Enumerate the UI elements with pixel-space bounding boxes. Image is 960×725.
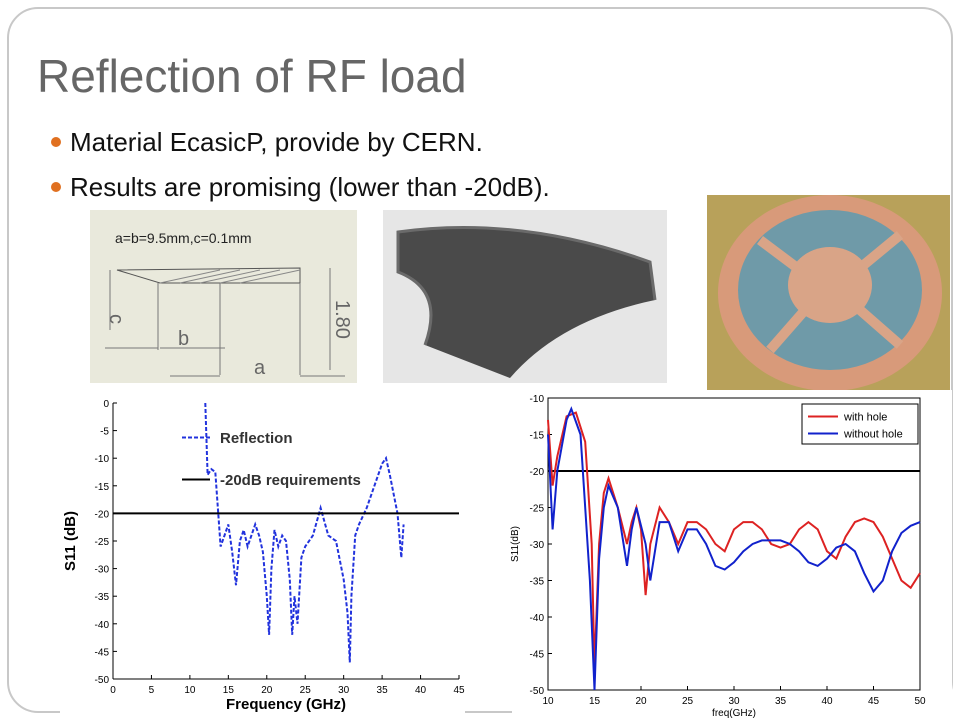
slide-title: Reflection of RF load	[37, 50, 467, 102]
x-tick-label: 45	[868, 696, 880, 707]
x-tick-label: 0	[110, 685, 116, 696]
y-tick-label: -25	[530, 504, 545, 515]
drawing-label: a	[254, 357, 266, 379]
plate-spokes	[757, 231, 904, 354]
plate-center	[788, 247, 872, 323]
block	[398, 227, 655, 378]
legend-box	[801, 403, 919, 445]
y-tick-label: -35	[95, 592, 110, 603]
x-tick-label: 25	[682, 696, 694, 707]
y-tick-label: -35	[530, 577, 545, 588]
bullet: Results are promising (lower than -20dB)…	[70, 172, 550, 202]
y-tick-label: -50	[95, 675, 110, 686]
x-tick-label: 10	[184, 685, 196, 696]
x-axis-label: Frequency (GHz)	[226, 696, 346, 713]
bullet-dot	[51, 182, 61, 192]
y-tick-label: -45	[95, 647, 110, 658]
y-tick-label: 0	[103, 399, 109, 410]
series-line	[547, 406, 921, 691]
x-tick-label: 15	[223, 685, 235, 696]
x-tick-label: 35	[377, 685, 389, 696]
plate-photo	[707, 195, 950, 391]
drawing-caption: a=b=9.5mm,c=0.1mm	[115, 230, 252, 246]
drawing-label: c	[105, 314, 127, 324]
chart: 10 15 20 25 30 35 40 45 50 -10 -15 -20 -25 -30 -35 -40 -…	[510, 390, 952, 719]
x-axis-label: freq(GHz)	[712, 708, 756, 719]
x-tick-label: 40	[415, 685, 427, 696]
drawing-label: 1.80	[331, 300, 353, 339]
x-tick-label: 30	[338, 685, 350, 696]
y-tick-label: -5	[100, 427, 109, 438]
y-axis-label: S11(dB)	[510, 526, 521, 562]
legend-label: Reflection	[220, 430, 293, 447]
block-edge	[396, 226, 657, 346]
drawing-bg	[90, 210, 357, 383]
technical-drawing: a=b=9.5mm,c=0.1mm c b a 1.80	[90, 210, 357, 383]
y-tick-label: -20	[95, 509, 110, 520]
bullet-dot	[51, 137, 61, 147]
y-tick-label: -50	[530, 686, 545, 697]
y-tick-label: -40	[95, 620, 110, 631]
drawing-dims	[105, 268, 345, 377]
y-tick-label: -30	[530, 540, 545, 551]
y-tick-label: -40	[530, 613, 545, 624]
x-tick-label: 5	[149, 685, 155, 696]
y-tick-label: -10	[530, 394, 545, 405]
y-axis-label: S11 (dB)	[62, 511, 79, 571]
y-tick-label: -15	[95, 482, 110, 493]
y-tick-label: -20	[530, 467, 545, 478]
x-tick-label: 35	[775, 696, 787, 707]
x-tick-label: 40	[821, 696, 833, 707]
x-tick-label: 50	[914, 696, 926, 707]
y-tick-label: -10	[95, 454, 110, 465]
y-tick-label: -25	[95, 537, 110, 548]
y-tick-label: -45	[530, 650, 545, 661]
legend-label: with hole	[843, 411, 887, 423]
drawing-hatch	[159, 269, 301, 284]
x-tick-label: 15	[589, 696, 601, 707]
x-tick-label: 20	[635, 696, 647, 707]
x-tick-label: 25	[300, 685, 312, 696]
block-photo	[383, 210, 667, 383]
legend-label: -20dB requirements	[220, 472, 361, 489]
x-tick-label: 20	[261, 685, 273, 696]
y-tick-label: -15	[530, 431, 545, 442]
chart: 0 5 10 15 20 25 30 35 40 45 0 -5 -10 -15 -20 -25 -30 -35 -…	[60, 393, 465, 713]
legend-label: without hole	[843, 428, 903, 440]
x-tick-label: 45	[453, 685, 465, 696]
y-tick-label: -30	[95, 565, 110, 576]
bullet: Material EcasicP, provide by CERN.	[70, 127, 483, 157]
series-line	[204, 402, 405, 663]
drawing-label: b	[178, 328, 189, 350]
x-tick-label: 10	[542, 696, 554, 707]
x-tick-label: 30	[728, 696, 740, 707]
